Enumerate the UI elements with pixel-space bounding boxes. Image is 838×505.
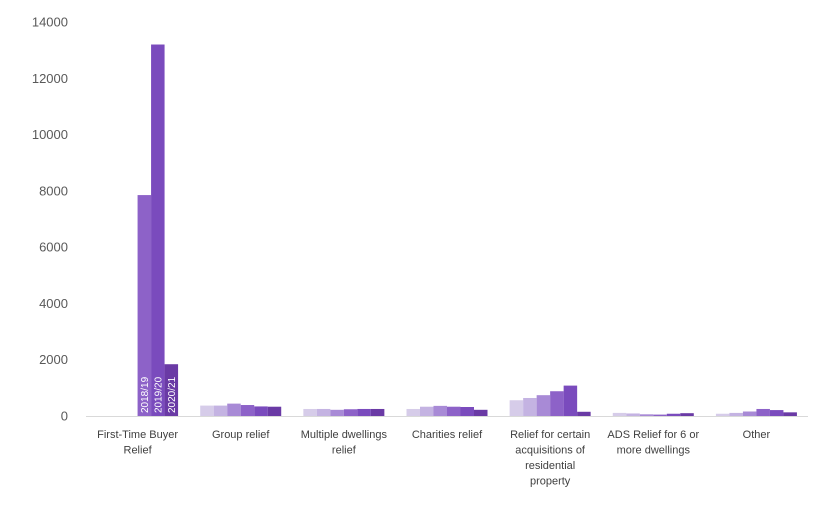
bar [653, 414, 667, 416]
bar [639, 414, 654, 416]
y-tick-label: 10000 [32, 127, 68, 142]
bar [254, 406, 268, 416]
bar-series-label: 2018/19 [140, 376, 151, 413]
x-category-label: ADS Relief for 6 or more dwellings [607, 429, 699, 457]
bar [756, 408, 770, 416]
y-tick-label: 14000 [32, 15, 68, 30]
y-tick-label: 8000 [39, 183, 68, 198]
y-tick-label: 0 [61, 409, 68, 424]
bar [213, 405, 228, 416]
bar [227, 403, 241, 416]
bar [240, 405, 255, 416]
bar [715, 413, 730, 416]
y-tick-label: 2000 [39, 352, 68, 367]
bar-series-group [137, 44, 797, 417]
bar [729, 412, 743, 416]
bar [343, 409, 358, 416]
x-category-label: Charities relief [412, 429, 483, 441]
bar [406, 408, 420, 416]
bar [523, 397, 537, 416]
x-category-label: Other [743, 429, 771, 441]
bar [563, 385, 578, 416]
bar [550, 391, 564, 416]
bar [357, 408, 371, 416]
bar [137, 195, 152, 416]
bar [612, 412, 627, 416]
bar [267, 406, 282, 416]
x-axis-category-labels: First-Time Buyer Relief Group relief Multip… [97, 429, 770, 488]
bar [420, 406, 434, 416]
bar-series-label: 2019/20 [153, 376, 164, 413]
bar [164, 364, 179, 416]
bar [509, 400, 524, 416]
y-tick-label: 6000 [39, 240, 68, 255]
x-category-label: Multiple dwellings relief [301, 429, 388, 457]
bar-series-label: 2020/21 [167, 376, 178, 413]
x-category-label: First-Time Buyer Relief [97, 429, 178, 457]
bar [433, 405, 447, 416]
bar [303, 408, 317, 416]
bar [460, 406, 474, 416]
bar [626, 413, 640, 416]
bar [666, 413, 681, 416]
bar [680, 413, 694, 416]
in-bar-labels: 2018/19 2019/20 2020/21 [140, 376, 178, 413]
x-category-label: Relief for certain acquisitions of residen… [510, 429, 590, 488]
y-tick-label: 12000 [32, 71, 68, 86]
bar [370, 408, 385, 416]
bar [447, 406, 461, 416]
y-axis-tick-labels: 0 2000 4000 6000 8000 10000 12000 14000 [32, 15, 68, 424]
bar [200, 405, 214, 416]
bar [783, 412, 797, 416]
bar [330, 409, 344, 416]
y-tick-label: 4000 [39, 296, 68, 311]
bar [769, 410, 784, 416]
x-category-label: Group relief [212, 429, 270, 441]
bar [536, 395, 551, 416]
bar [474, 409, 488, 416]
bar [316, 408, 331, 416]
bar [577, 411, 591, 416]
bar [151, 44, 165, 417]
bar [742, 411, 757, 416]
